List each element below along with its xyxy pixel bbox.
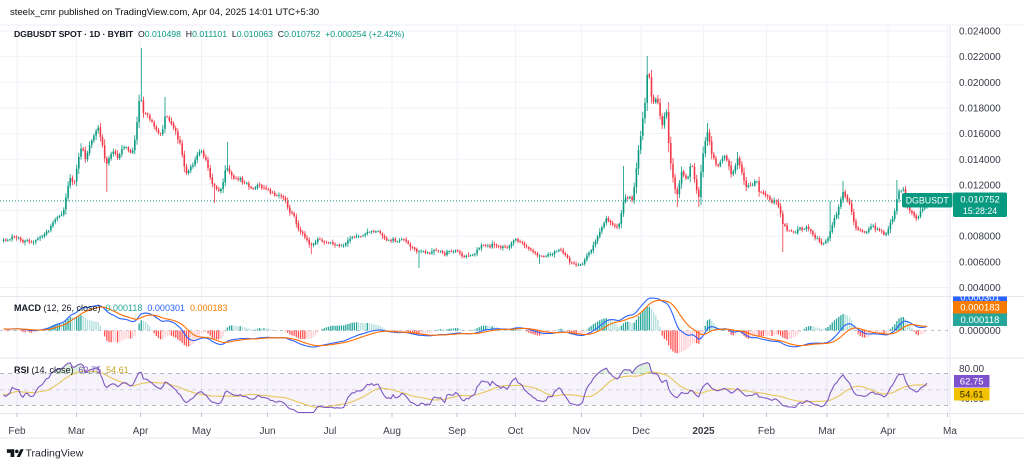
svg-text:Mar: Mar (818, 426, 836, 437)
svg-text:0.018000: 0.018000 (959, 103, 1001, 114)
svg-text:Dec: Dec (632, 426, 650, 437)
svg-text:80.00: 80.00 (959, 364, 984, 375)
svg-text:Oct: Oct (508, 426, 524, 437)
svg-text:Ma: Ma (943, 426, 957, 437)
svg-text:0.024000: 0.024000 (959, 27, 1001, 38)
svg-text:Feb: Feb (8, 426, 26, 437)
svg-text:Feb: Feb (758, 426, 776, 437)
svg-text:15:28:24: 15:28:24 (963, 206, 997, 216)
svg-text:0.012000: 0.012000 (959, 180, 1001, 191)
svg-text:Apr: Apr (880, 426, 896, 437)
svg-text:0.004000: 0.004000 (959, 283, 1001, 294)
svg-text:2025: 2025 (692, 426, 715, 437)
svg-text:0.016000: 0.016000 (959, 129, 1001, 140)
svg-text:0.006000: 0.006000 (959, 257, 1001, 268)
svg-text:Apr: Apr (133, 426, 149, 437)
svg-text:54.61: 54.61 (960, 390, 984, 401)
svg-text:Jun: Jun (259, 426, 275, 437)
svg-text:62.75: 62.75 (960, 377, 984, 388)
svg-text:May: May (192, 426, 211, 437)
svg-text:0.014000: 0.014000 (959, 155, 1001, 166)
svg-text:0.000118: 0.000118 (961, 315, 1000, 326)
svg-text:0.008000: 0.008000 (959, 232, 1001, 243)
svg-text:Mar: Mar (68, 426, 86, 437)
svg-text:Nov: Nov (573, 426, 591, 437)
svg-text:Jul: Jul (324, 426, 337, 437)
svg-text:0.010752: 0.010752 (960, 195, 1000, 206)
svg-text:0.000183: 0.000183 (960, 303, 1000, 314)
svg-text:Sep: Sep (448, 426, 466, 437)
svg-text:0.022000: 0.022000 (959, 52, 1001, 63)
svg-text:Aug: Aug (383, 426, 401, 437)
svg-text:0.020000: 0.020000 (959, 78, 1001, 89)
svg-text:DGBUSDT: DGBUSDT (906, 195, 950, 205)
svg-text:0.000301: 0.000301 (960, 293, 1000, 304)
svg-text:TradingView: TradingView (26, 448, 84, 460)
svg-text:0.000000: 0.000000 (959, 326, 1001, 337)
